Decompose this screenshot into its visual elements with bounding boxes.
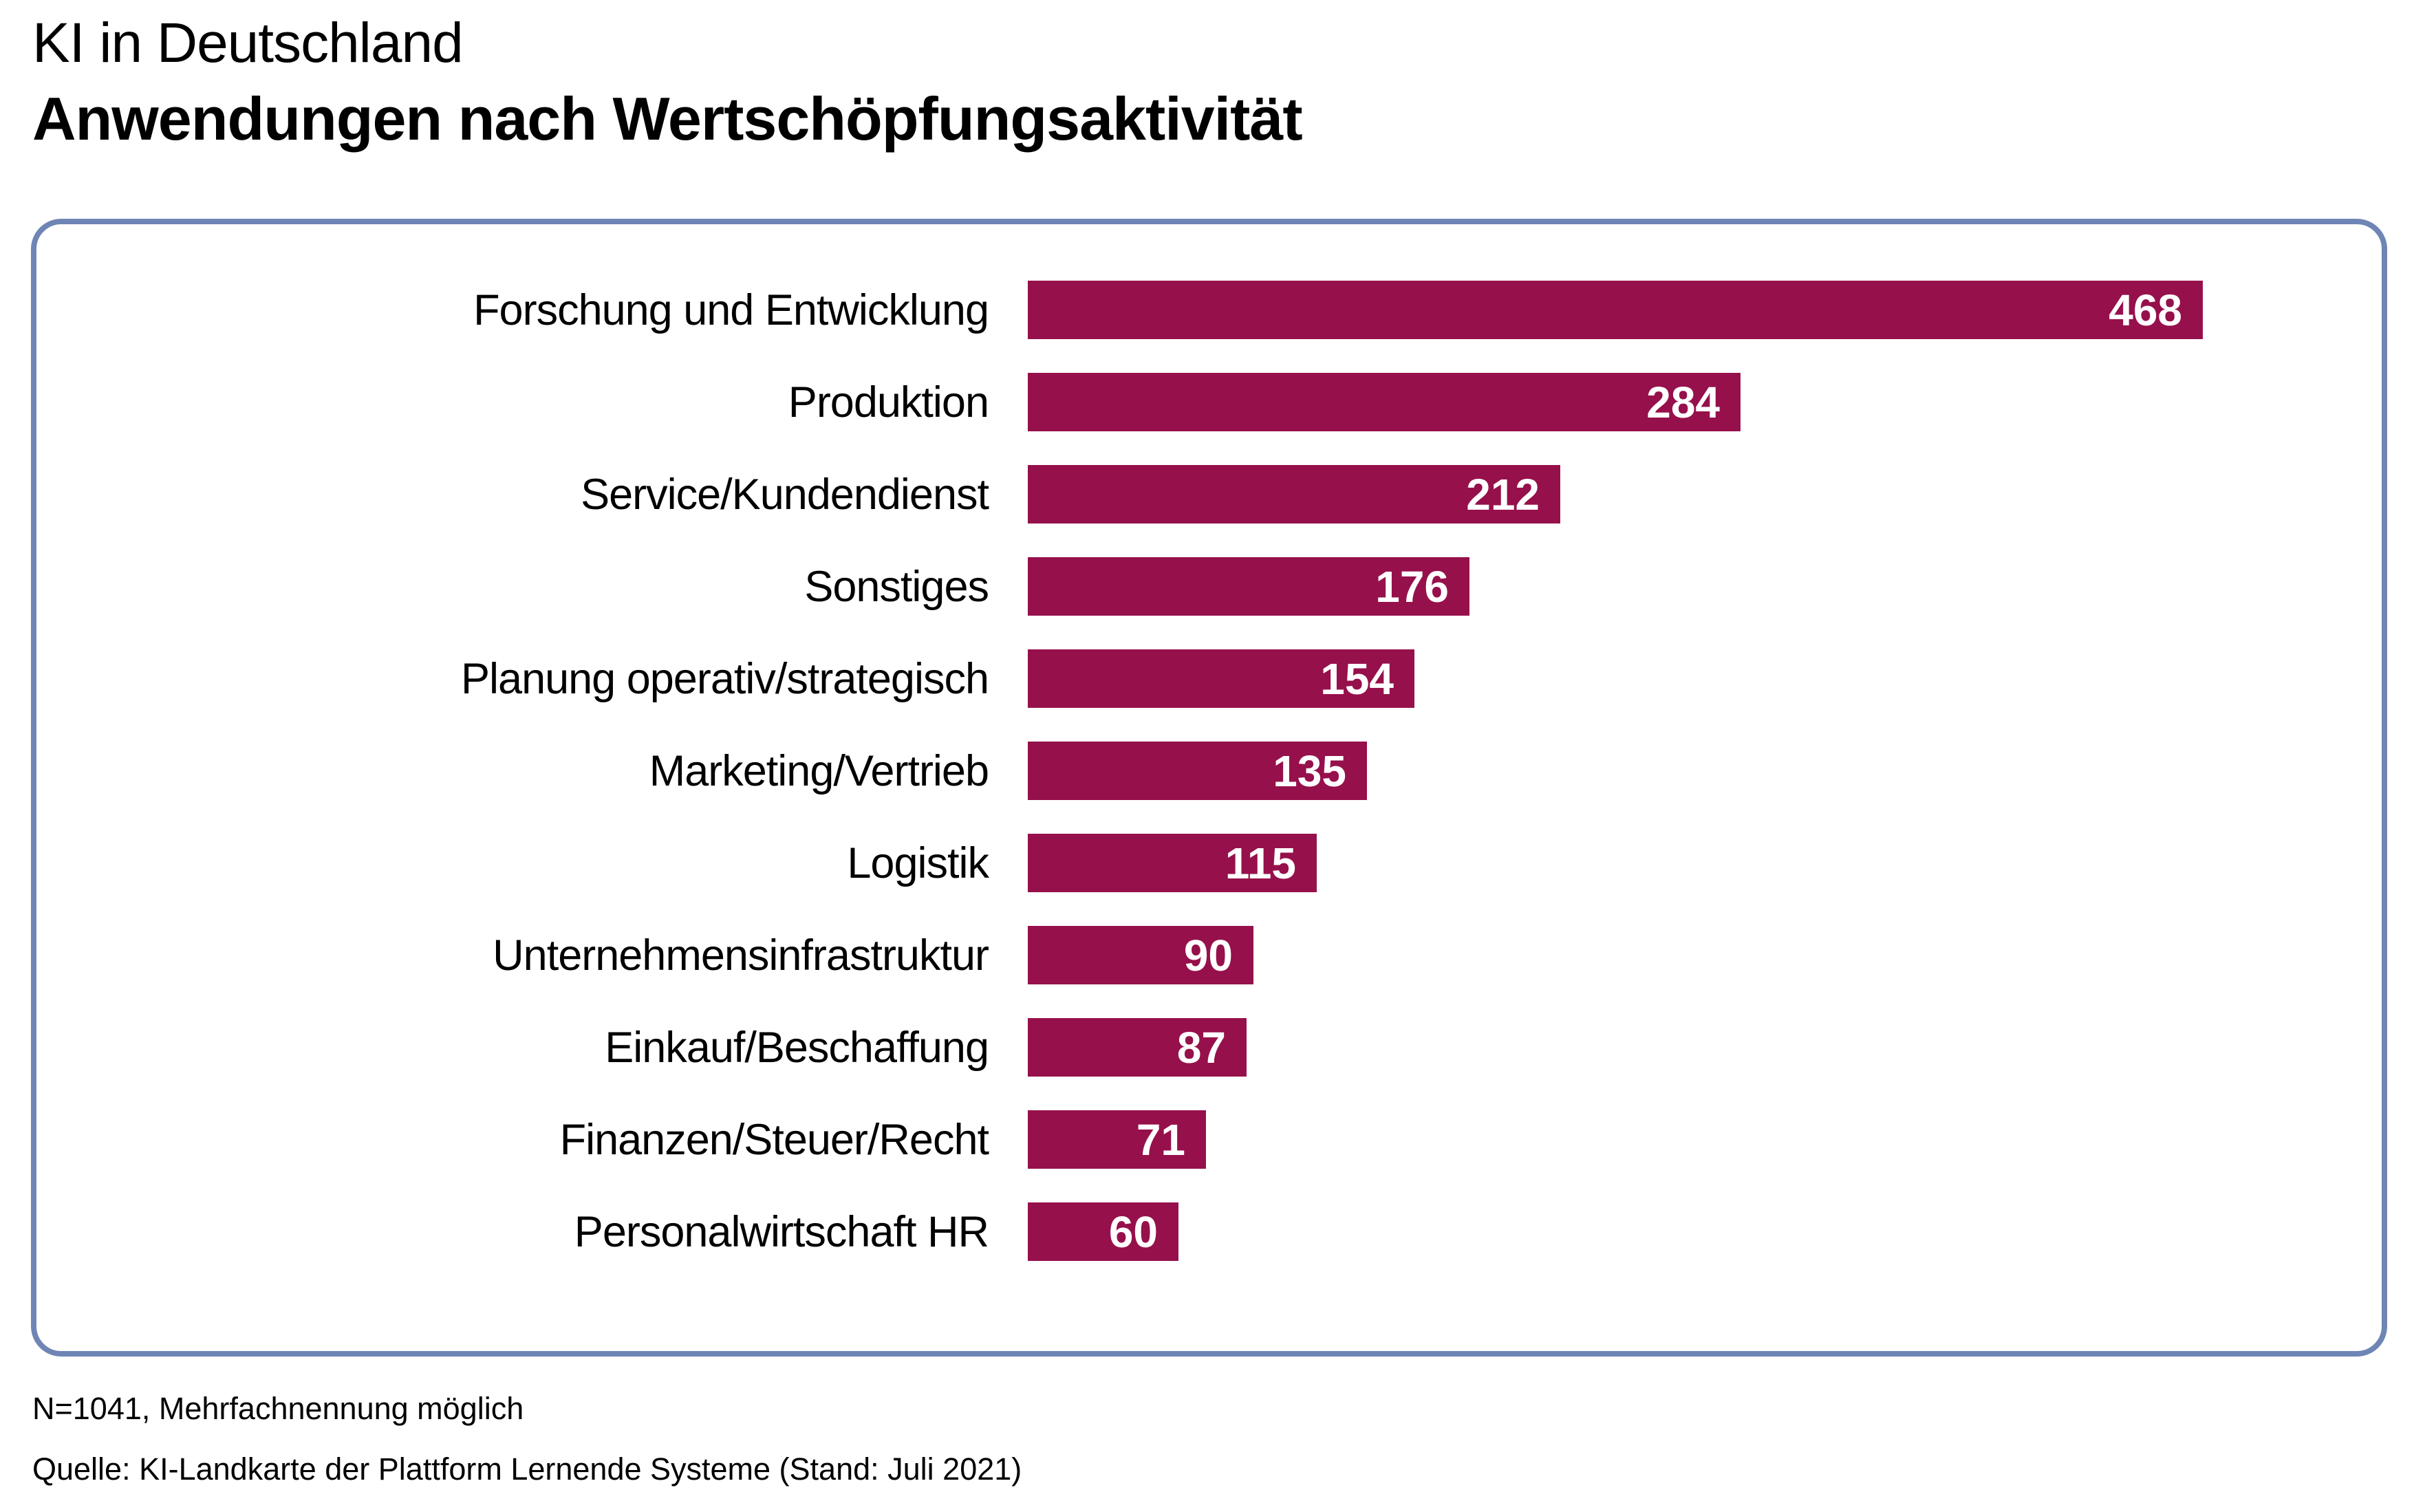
- bar: 60: [1028, 1202, 1178, 1261]
- bar: 154: [1028, 649, 1414, 708]
- bar-row: Personalwirtschaft HR 60: [36, 1202, 2382, 1261]
- category-label: Service/Kundendienst: [581, 470, 989, 519]
- source-note: Quelle: KI-Landkarte der Plattform Lerne…: [32, 1451, 1022, 1487]
- category-label: Planung operativ/strategisch: [461, 654, 989, 703]
- bar: 90: [1028, 926, 1253, 984]
- chart-panel: Forschung und Entwicklung 468 Produktion 28…: [31, 219, 2387, 1357]
- bar-row: Unternehmensinfrastruktur 90: [36, 926, 2382, 984]
- category-label: Finanzen/Steuer/Recht: [559, 1115, 989, 1164]
- category-label: Forschung und Entwicklung: [473, 285, 989, 334]
- sample-size-note: N=1041, Mehrfachnennung möglich: [32, 1391, 524, 1426]
- bar-row: Produktion 284: [36, 373, 2382, 431]
- category-label: Logistik: [847, 839, 989, 887]
- chart-kicker: KI in Deutschland: [32, 12, 464, 74]
- value-label: 60: [1108, 1207, 1158, 1257]
- bar: 284: [1028, 373, 1741, 431]
- bar-row: Einkauf/Beschaffung 87: [36, 1018, 2382, 1077]
- bar-row: Marketing/Vertrieb 135: [36, 742, 2382, 800]
- bar: 115: [1028, 834, 1317, 892]
- bar: 71: [1028, 1110, 1206, 1169]
- bar-row: Planung operativ/strategisch 154: [36, 649, 2382, 708]
- bar-row: Forschung und Entwicklung 468: [36, 281, 2382, 339]
- category-label: Einkauf/Beschaffung: [605, 1023, 989, 1072]
- category-label: Produktion: [788, 378, 989, 426]
- category-label: Personalwirtschaft HR: [574, 1207, 989, 1256]
- value-label: 154: [1320, 654, 1394, 704]
- category-label: Unternehmensinfrastruktur: [493, 931, 989, 980]
- value-label: 115: [1225, 838, 1296, 888]
- bar: 135: [1028, 742, 1367, 800]
- bar: 176: [1028, 557, 1469, 616]
- bar-chart: Forschung und Entwicklung 468 Produktion 28…: [36, 281, 2382, 1295]
- bar: 212: [1028, 465, 1560, 523]
- bar-row: Logistik 115: [36, 834, 2382, 892]
- value-label: 284: [1646, 377, 1720, 427]
- bar: 87: [1028, 1018, 1247, 1077]
- category-label: Marketing/Vertrieb: [649, 746, 989, 795]
- bar-row: Service/Kundendienst 212: [36, 465, 2382, 523]
- chart-title: Anwendungen nach Wertschöpfungsaktivität: [32, 85, 1303, 153]
- value-label: 176: [1375, 561, 1449, 612]
- bar-row: Sonstiges 176: [36, 557, 2382, 616]
- value-label: 135: [1273, 746, 1346, 796]
- value-label: 212: [1466, 469, 1540, 519]
- value-label: 90: [1183, 930, 1233, 980]
- bar: 468: [1028, 281, 2203, 339]
- value-label: 87: [1176, 1022, 1226, 1072]
- value-label: 71: [1136, 1114, 1185, 1165]
- bar-row: Finanzen/Steuer/Recht 71: [36, 1110, 2382, 1169]
- value-label: 468: [2109, 285, 2182, 335]
- category-label: Sonstiges: [804, 562, 989, 611]
